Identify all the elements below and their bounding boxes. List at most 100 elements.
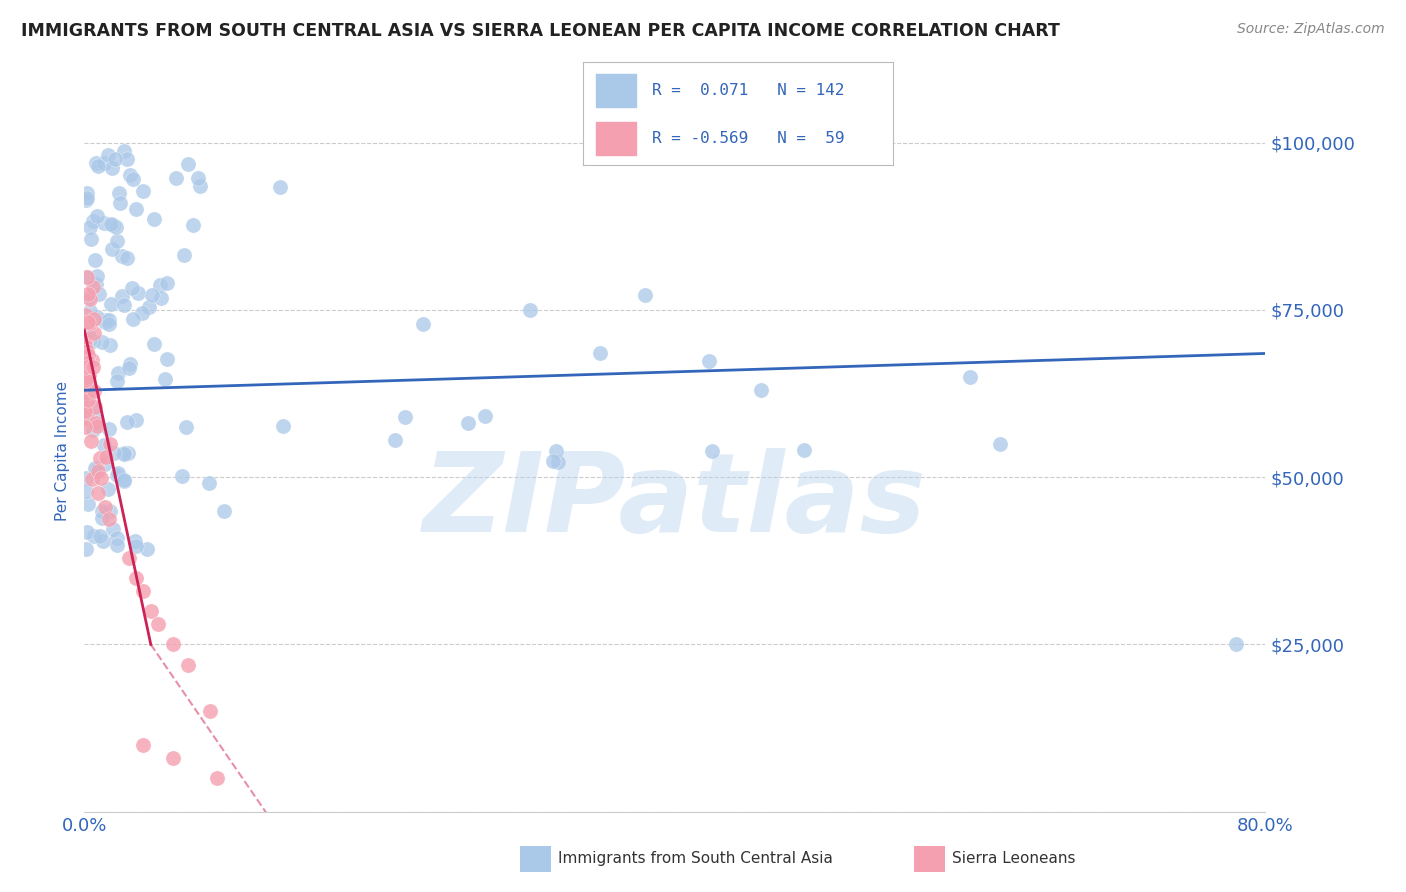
Point xyxy=(118,550,141,565)
Text: Source: ZipAtlas.com: Source: ZipAtlas.com xyxy=(1237,22,1385,37)
Point xyxy=(156,351,179,366)
Point xyxy=(149,277,172,292)
Point xyxy=(793,443,815,458)
Point xyxy=(105,531,128,545)
Point xyxy=(82,423,104,437)
Point xyxy=(101,218,124,232)
Point xyxy=(75,384,97,399)
Point xyxy=(121,280,143,294)
Point xyxy=(959,369,981,384)
Point xyxy=(697,354,720,368)
Point xyxy=(98,312,121,326)
Point xyxy=(138,300,160,314)
Text: Sierra Leoneans: Sierra Leoneans xyxy=(952,852,1076,866)
Point xyxy=(131,305,153,319)
Point xyxy=(198,476,221,491)
Point xyxy=(79,316,101,330)
Point xyxy=(93,438,115,452)
Point xyxy=(474,409,496,423)
Point xyxy=(79,334,101,348)
Point xyxy=(90,471,112,485)
Point xyxy=(75,339,97,353)
Bar xyxy=(596,122,636,155)
Point xyxy=(75,393,97,408)
Point xyxy=(541,454,564,468)
Point xyxy=(75,400,97,414)
Point xyxy=(86,462,108,476)
Point xyxy=(75,420,97,434)
Point xyxy=(75,371,97,385)
Point xyxy=(87,485,110,500)
Point xyxy=(155,372,177,386)
Point xyxy=(80,352,103,367)
Point xyxy=(115,415,138,429)
Point xyxy=(75,407,97,421)
Point xyxy=(84,400,107,414)
Point xyxy=(77,392,100,407)
Point xyxy=(93,156,115,170)
Point xyxy=(76,380,98,394)
Point xyxy=(105,538,128,552)
Point xyxy=(127,285,149,300)
Point xyxy=(84,416,107,430)
Point xyxy=(77,290,100,304)
Point xyxy=(75,373,97,387)
Point xyxy=(105,468,128,483)
Y-axis label: Per Capita Income: Per Capita Income xyxy=(55,380,70,521)
Point xyxy=(207,771,229,786)
Point xyxy=(121,171,143,186)
Point xyxy=(86,209,108,223)
Point xyxy=(117,361,139,376)
Text: R =  0.071   N = 142: R = 0.071 N = 142 xyxy=(651,83,844,97)
Point xyxy=(77,327,100,342)
Point xyxy=(118,357,141,371)
Point xyxy=(97,147,120,161)
Point xyxy=(105,234,128,248)
Point xyxy=(75,385,97,400)
Point xyxy=(77,380,100,394)
Point xyxy=(111,249,134,263)
Point xyxy=(98,436,121,450)
Point xyxy=(94,450,117,464)
Bar xyxy=(596,74,636,106)
Point xyxy=(87,159,110,173)
Point xyxy=(79,303,101,318)
Point xyxy=(80,232,103,246)
Point xyxy=(97,482,120,496)
Point xyxy=(75,403,97,417)
Point xyxy=(79,434,101,449)
Point xyxy=(547,455,569,469)
Point xyxy=(84,155,107,169)
Point xyxy=(101,161,124,176)
Point xyxy=(148,617,170,632)
Point xyxy=(125,412,148,426)
Point xyxy=(172,468,194,483)
Point xyxy=(112,447,135,461)
Point xyxy=(112,298,135,312)
Point xyxy=(105,374,128,388)
Point xyxy=(82,280,104,294)
Point xyxy=(162,637,184,651)
Text: Immigrants from South Central Asia: Immigrants from South Central Asia xyxy=(558,852,834,866)
Point xyxy=(117,446,139,460)
Point xyxy=(84,277,107,291)
Point xyxy=(177,157,200,171)
Point xyxy=(112,144,135,158)
Point xyxy=(93,216,115,230)
Point xyxy=(115,152,138,166)
Point xyxy=(76,191,98,205)
Point xyxy=(139,604,162,618)
Point xyxy=(177,657,200,672)
Point xyxy=(142,212,165,227)
Point xyxy=(412,317,434,331)
Point xyxy=(1225,637,1247,651)
Point xyxy=(173,248,195,262)
Point xyxy=(115,251,138,265)
Point xyxy=(77,287,100,301)
Point xyxy=(77,379,100,393)
Point xyxy=(101,522,124,536)
Point xyxy=(93,500,115,515)
Point xyxy=(76,269,98,284)
Point xyxy=(988,436,1011,450)
Point xyxy=(77,411,100,425)
